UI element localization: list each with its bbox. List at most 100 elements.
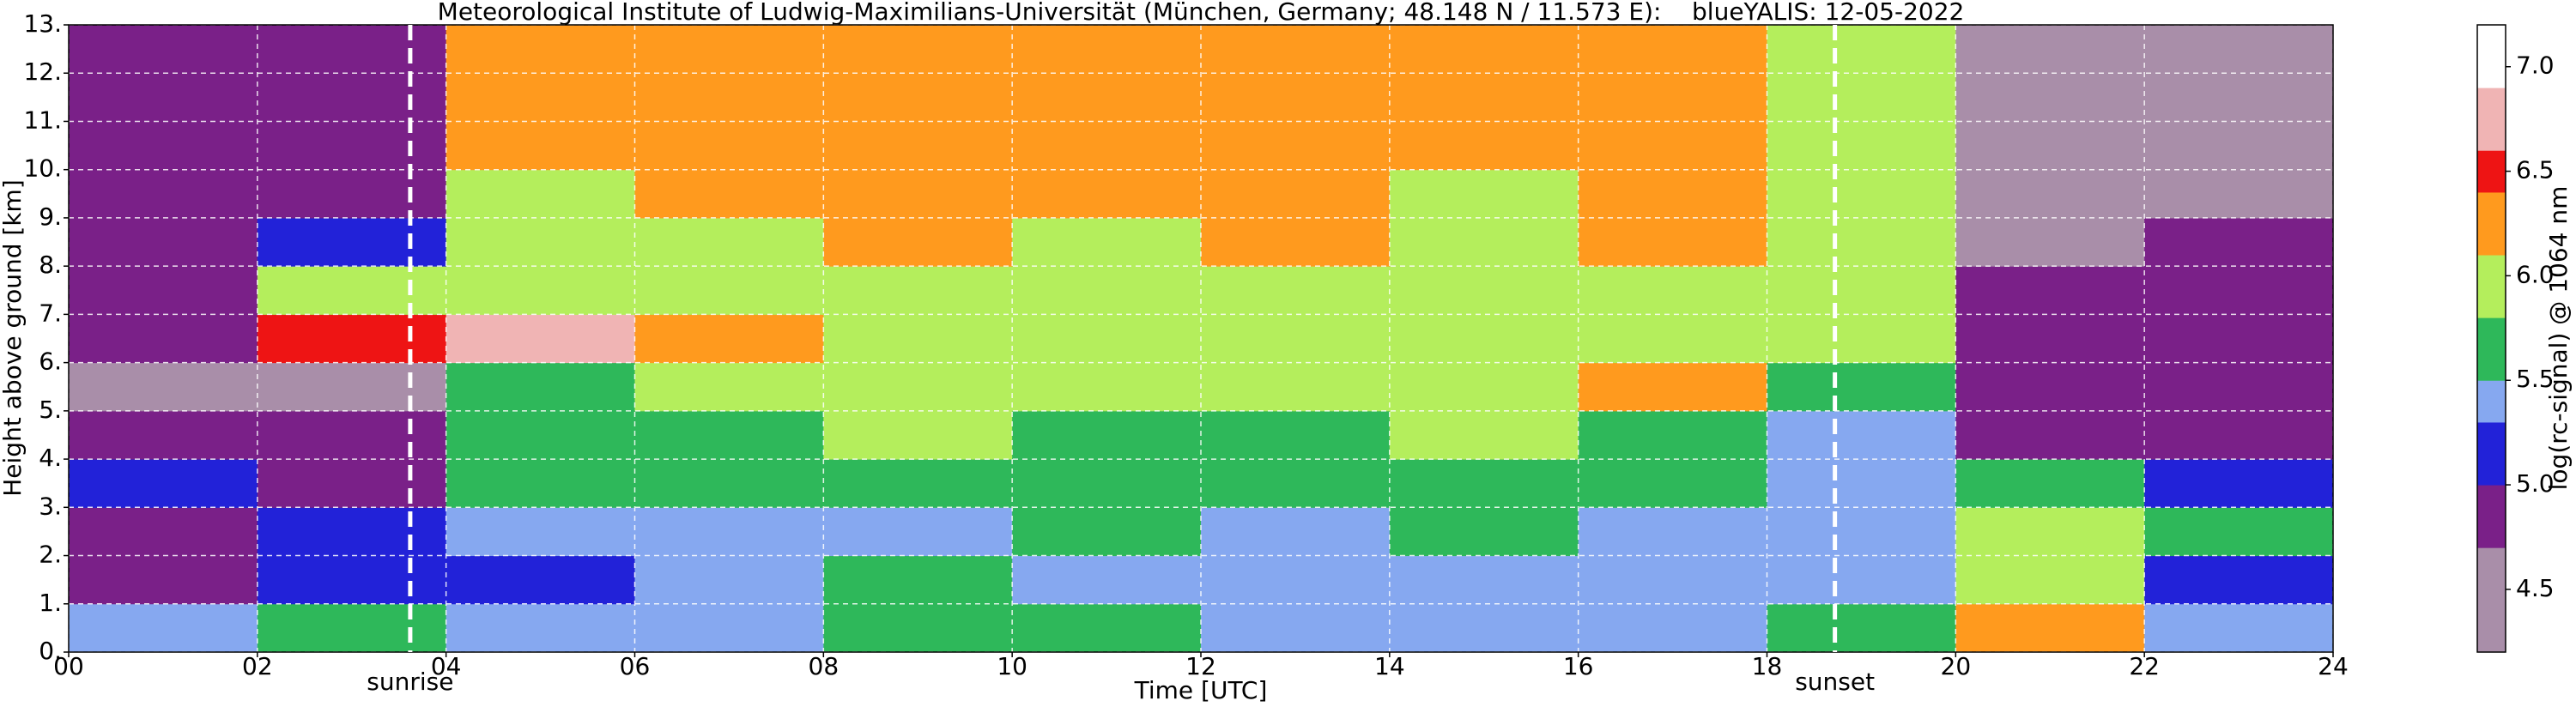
x-tick-label: 24 bbox=[2318, 652, 2349, 680]
heatmap-cell bbox=[445, 266, 635, 315]
colorbar-label: log(rc-signal) @ 1064 nm bbox=[2544, 186, 2573, 491]
heatmap-cell bbox=[1201, 507, 1391, 557]
heatmap-cell bbox=[2144, 266, 2334, 315]
heatmap-cell bbox=[1201, 169, 1391, 219]
heatmap-cell bbox=[1578, 73, 1767, 122]
heatmap-cell bbox=[1012, 217, 1202, 267]
heatmap-cell bbox=[1767, 507, 1956, 557]
y-tick-label: 12. bbox=[23, 57, 62, 86]
chart-title: Meteorological Institute of Ludwig-Maxim… bbox=[438, 0, 1965, 26]
heatmap-cell bbox=[257, 507, 447, 557]
heatmap-cell bbox=[1012, 555, 1202, 605]
heatmap-cell bbox=[69, 217, 258, 267]
heatmap-cell bbox=[1389, 362, 1579, 412]
heatmap-cell bbox=[445, 314, 635, 364]
heatmap-cell bbox=[257, 314, 447, 364]
colorbar-tick-label: 6.0 bbox=[2516, 260, 2555, 288]
heatmap-cell bbox=[69, 362, 258, 412]
heatmap-cell bbox=[1201, 25, 1391, 74]
heatmap-cell bbox=[69, 603, 258, 653]
heatmap-cell bbox=[1389, 217, 1579, 267]
heatmap-cell bbox=[1389, 73, 1579, 122]
x-tick-label: 12 bbox=[1185, 652, 1216, 680]
heatmap-cell bbox=[2144, 459, 2334, 508]
heatmap-cell bbox=[445, 217, 635, 267]
colorbar-band bbox=[2477, 547, 2506, 653]
heatmap-cell bbox=[1955, 603, 2145, 653]
x-tick-label: 18 bbox=[1752, 652, 1783, 680]
heatmap-cell bbox=[823, 314, 1013, 364]
colorbar-band bbox=[2477, 485, 2506, 548]
y-tick-label: 0. bbox=[39, 637, 62, 665]
heatmap-cell bbox=[1012, 362, 1202, 412]
heatmap-cell bbox=[1389, 266, 1579, 315]
heatmap-cell bbox=[1012, 459, 1202, 508]
heatmap-cell bbox=[634, 121, 824, 171]
heatmap-cell bbox=[1201, 73, 1391, 122]
heatmap-cell bbox=[1201, 314, 1391, 364]
colorbar-tick-label: 5.0 bbox=[2516, 469, 2555, 498]
heatmap-cell bbox=[1578, 555, 1767, 605]
y-tick-label: 8. bbox=[39, 251, 62, 279]
heatmap-cell bbox=[634, 603, 824, 653]
heatmap-cell bbox=[1767, 410, 1956, 460]
colorbar-band bbox=[2477, 421, 2506, 486]
heatmap-cell bbox=[2144, 25, 2334, 74]
heatmap-cell bbox=[1955, 121, 2145, 171]
heatmap-cell bbox=[2144, 507, 2334, 557]
heatmap-cell bbox=[1767, 362, 1956, 412]
heatmap-cell bbox=[823, 603, 1013, 653]
heatmap-cell bbox=[445, 362, 635, 412]
x-tick-label: 20 bbox=[1941, 652, 1972, 680]
heatmap-cell bbox=[257, 459, 447, 508]
heatmap-cell bbox=[1767, 459, 1956, 508]
heatmap-cell bbox=[1955, 217, 2145, 267]
heatmap-cell bbox=[69, 266, 258, 315]
heatmap-cell bbox=[69, 507, 258, 557]
heatmap-cell bbox=[257, 121, 447, 171]
heatmap-cell bbox=[1955, 362, 2145, 412]
heatmap-cell bbox=[1578, 507, 1767, 557]
heatmap-cell bbox=[1012, 410, 1202, 460]
heatmap-cell bbox=[445, 507, 635, 557]
heatmap-cell bbox=[257, 362, 447, 412]
y-tick-label: 10. bbox=[23, 154, 62, 183]
heatmap-cell bbox=[1578, 362, 1767, 412]
heatmap-cell bbox=[257, 603, 447, 653]
heatmap-cell bbox=[1389, 121, 1579, 171]
heatmap-cell bbox=[823, 459, 1013, 508]
heatmap-cell bbox=[445, 169, 635, 219]
heatmap-cell bbox=[1012, 121, 1202, 171]
heatmap-cell bbox=[1767, 121, 1956, 171]
heatmap-cell bbox=[1767, 555, 1956, 605]
heatmap-cell bbox=[634, 410, 824, 460]
heatmap-cell bbox=[1767, 217, 1956, 267]
heatmap-cell bbox=[823, 410, 1013, 460]
heatmap-cell bbox=[1955, 73, 2145, 122]
heatmap-cell bbox=[69, 314, 258, 364]
heatmap-cell bbox=[823, 555, 1013, 605]
heatmap-cell bbox=[1578, 459, 1767, 508]
heatmap-cell bbox=[634, 459, 824, 508]
y-tick-label: 6. bbox=[39, 347, 62, 376]
colorbar-tick-label: 5.5 bbox=[2516, 365, 2555, 393]
heatmap-cell bbox=[2144, 555, 2334, 605]
heatmap-cell bbox=[823, 362, 1013, 412]
heatmap-cell bbox=[2144, 73, 2334, 122]
y-tick-label: 5. bbox=[39, 396, 62, 424]
heatmap-cell bbox=[2144, 314, 2334, 364]
heatmap-cell bbox=[445, 555, 635, 605]
colorbar-band bbox=[2477, 25, 2506, 88]
heatmap-cell bbox=[1201, 603, 1391, 653]
heatmap-cell bbox=[257, 266, 447, 315]
heatmap-cell bbox=[1578, 266, 1767, 315]
colorbar-frame bbox=[2476, 24, 2506, 653]
heatmap-cell bbox=[445, 73, 635, 122]
heatmap-cell bbox=[1012, 314, 1202, 364]
heatmap-cell bbox=[69, 73, 258, 122]
heatmap-cell bbox=[634, 73, 824, 122]
x-tick-label: 00 bbox=[53, 652, 84, 680]
heatmap-cell bbox=[1012, 25, 1202, 74]
y-tick-label: 1. bbox=[39, 589, 62, 617]
